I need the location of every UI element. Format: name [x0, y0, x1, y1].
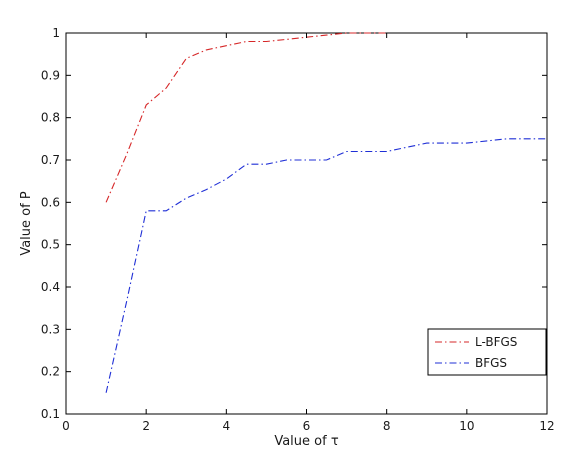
x-tick-label: 6 [303, 419, 311, 433]
x-tick-label: 8 [383, 419, 391, 433]
legend-label-bfgs: BFGS [475, 356, 507, 370]
y-tick-label: 1 [52, 26, 60, 40]
series-layer [105, 32, 547, 393]
plot-area [65, 32, 548, 415]
y-tick-label: 0.7 [41, 153, 60, 167]
y-tick-label: 0.6 [41, 195, 60, 209]
y-tick-label: 0.2 [41, 365, 60, 379]
series-line-l-bfgs [105, 32, 387, 203]
y-axis-label: Value of P [19, 191, 34, 255]
y-tick-label: 0.5 [41, 238, 60, 252]
series-line-bfgs [105, 138, 547, 393]
x-axis-label: Value of τ [274, 434, 338, 449]
x-tick-label: 4 [223, 419, 231, 433]
legend-label-l-bfgs: L-BFGS [475, 335, 517, 349]
y-axis: 0.1 0.2 0.3 0.4 0.5 0.6 0.7 0.8 0.9 1 [41, 26, 547, 421]
legend-box [427, 328, 547, 376]
x-axis: 0 2 4 6 8 10 12 [62, 33, 555, 433]
y-tick-label: 0.8 [41, 111, 60, 125]
y-tick-label: 0.9 [41, 68, 60, 82]
y-tick-label: 0.4 [41, 280, 60, 294]
x-tick-label: 12 [539, 419, 554, 433]
y-tick-label: 0.3 [41, 322, 60, 336]
legend: L-BFGS BFGS [427, 328, 547, 376]
x-tick-label: 10 [459, 419, 474, 433]
x-tick-label: 0 [62, 419, 70, 433]
x-tick-label: 2 [142, 419, 150, 433]
y-tick-label: 0.1 [41, 407, 60, 421]
